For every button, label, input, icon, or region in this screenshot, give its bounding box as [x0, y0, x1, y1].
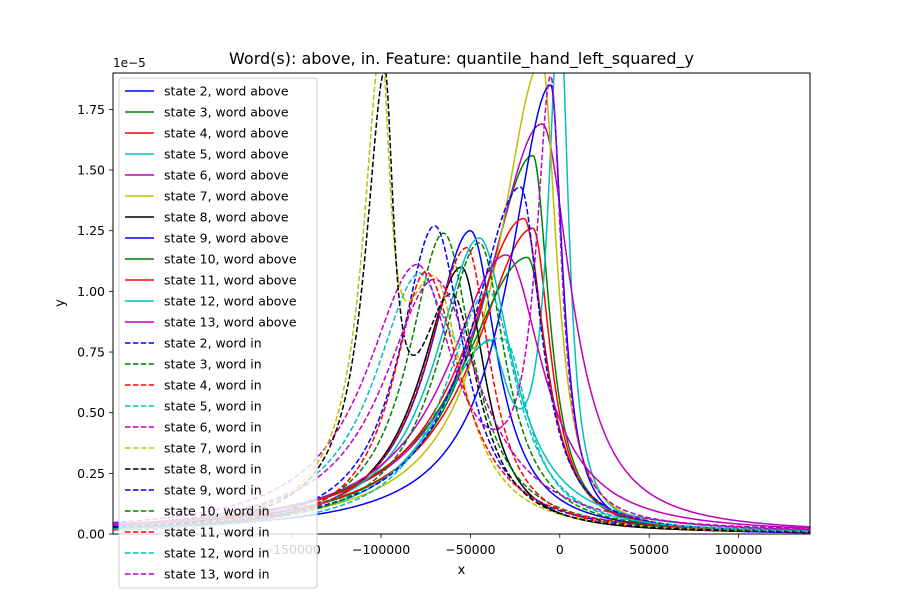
- legend-label: state 2, word in: [164, 336, 262, 351]
- x-tick-label: 100000: [715, 542, 763, 557]
- legend-box: [118, 77, 318, 589]
- legend-label: state 2, word above: [164, 84, 289, 99]
- plot-frame: [112, 72, 811, 535]
- y-offset-label: 1e−5: [113, 56, 146, 70]
- legend-label: state 5, word in: [164, 399, 262, 414]
- legend-label: state 5, word above: [164, 147, 289, 162]
- legend-label: state 11, word in: [164, 525, 270, 540]
- legend-label: state 6, word in: [164, 420, 262, 435]
- y-tick-label: 0.50: [77, 405, 105, 420]
- legend-label: state 12, word in: [164, 546, 270, 561]
- legend-label: state 4, word above: [164, 126, 289, 141]
- y-tick-label: 0.00: [77, 527, 105, 542]
- chart-title: Word(s): above, in. Feature: quantile_ha…: [229, 49, 694, 69]
- legend-label: state 10, word in: [164, 504, 270, 519]
- legend-label: state 7, word above: [164, 189, 289, 204]
- x-tick-label: −50000: [445, 542, 495, 557]
- y-tick-label: 1.00: [77, 284, 105, 299]
- series-line-18: [113, 73, 810, 533]
- series-line-19: [113, 73, 810, 533]
- legend: state 2, word above state 3, word above st…: [118, 77, 318, 589]
- legend-label: state 13, word in: [164, 567, 270, 582]
- x-tick-label: −100000: [352, 542, 410, 557]
- y-tick-label: 1.50: [77, 163, 105, 178]
- legend-label: state 9, word above: [164, 231, 289, 246]
- series-line-24: [113, 278, 810, 530]
- y-axis-label: y: [53, 299, 68, 307]
- x-axis-label: x: [458, 563, 466, 578]
- legend-label: state 9, word in: [164, 483, 262, 498]
- y-tick-label: 1.75: [77, 102, 105, 117]
- series-line-23: [113, 290, 810, 532]
- legend-label: state 11, word above: [164, 273, 297, 288]
- legend-label: state 8, word in: [164, 462, 262, 477]
- y-tick-label: 0.75: [77, 345, 105, 360]
- legend-label: state 6, word above: [164, 168, 289, 183]
- legend-label: state 4, word in: [164, 378, 262, 393]
- x-tick-label: 0: [556, 542, 564, 557]
- y-tick-label: 1.25: [77, 223, 105, 238]
- legend-label: state 10, word above: [164, 252, 297, 267]
- legend-label: state 13, word above: [164, 315, 297, 330]
- legend-label: state 12, word above: [164, 294, 297, 309]
- y-tick-label: 0.25: [77, 466, 105, 481]
- legend-label: state 8, word above: [164, 210, 289, 225]
- series-line-14: [113, 232, 810, 532]
- legend-label: state 3, word above: [164, 105, 289, 120]
- legend-label: state 3, word in: [164, 357, 262, 372]
- legend-label: state 7, word in: [164, 441, 262, 456]
- x-tick-label: 50000: [629, 542, 669, 557]
